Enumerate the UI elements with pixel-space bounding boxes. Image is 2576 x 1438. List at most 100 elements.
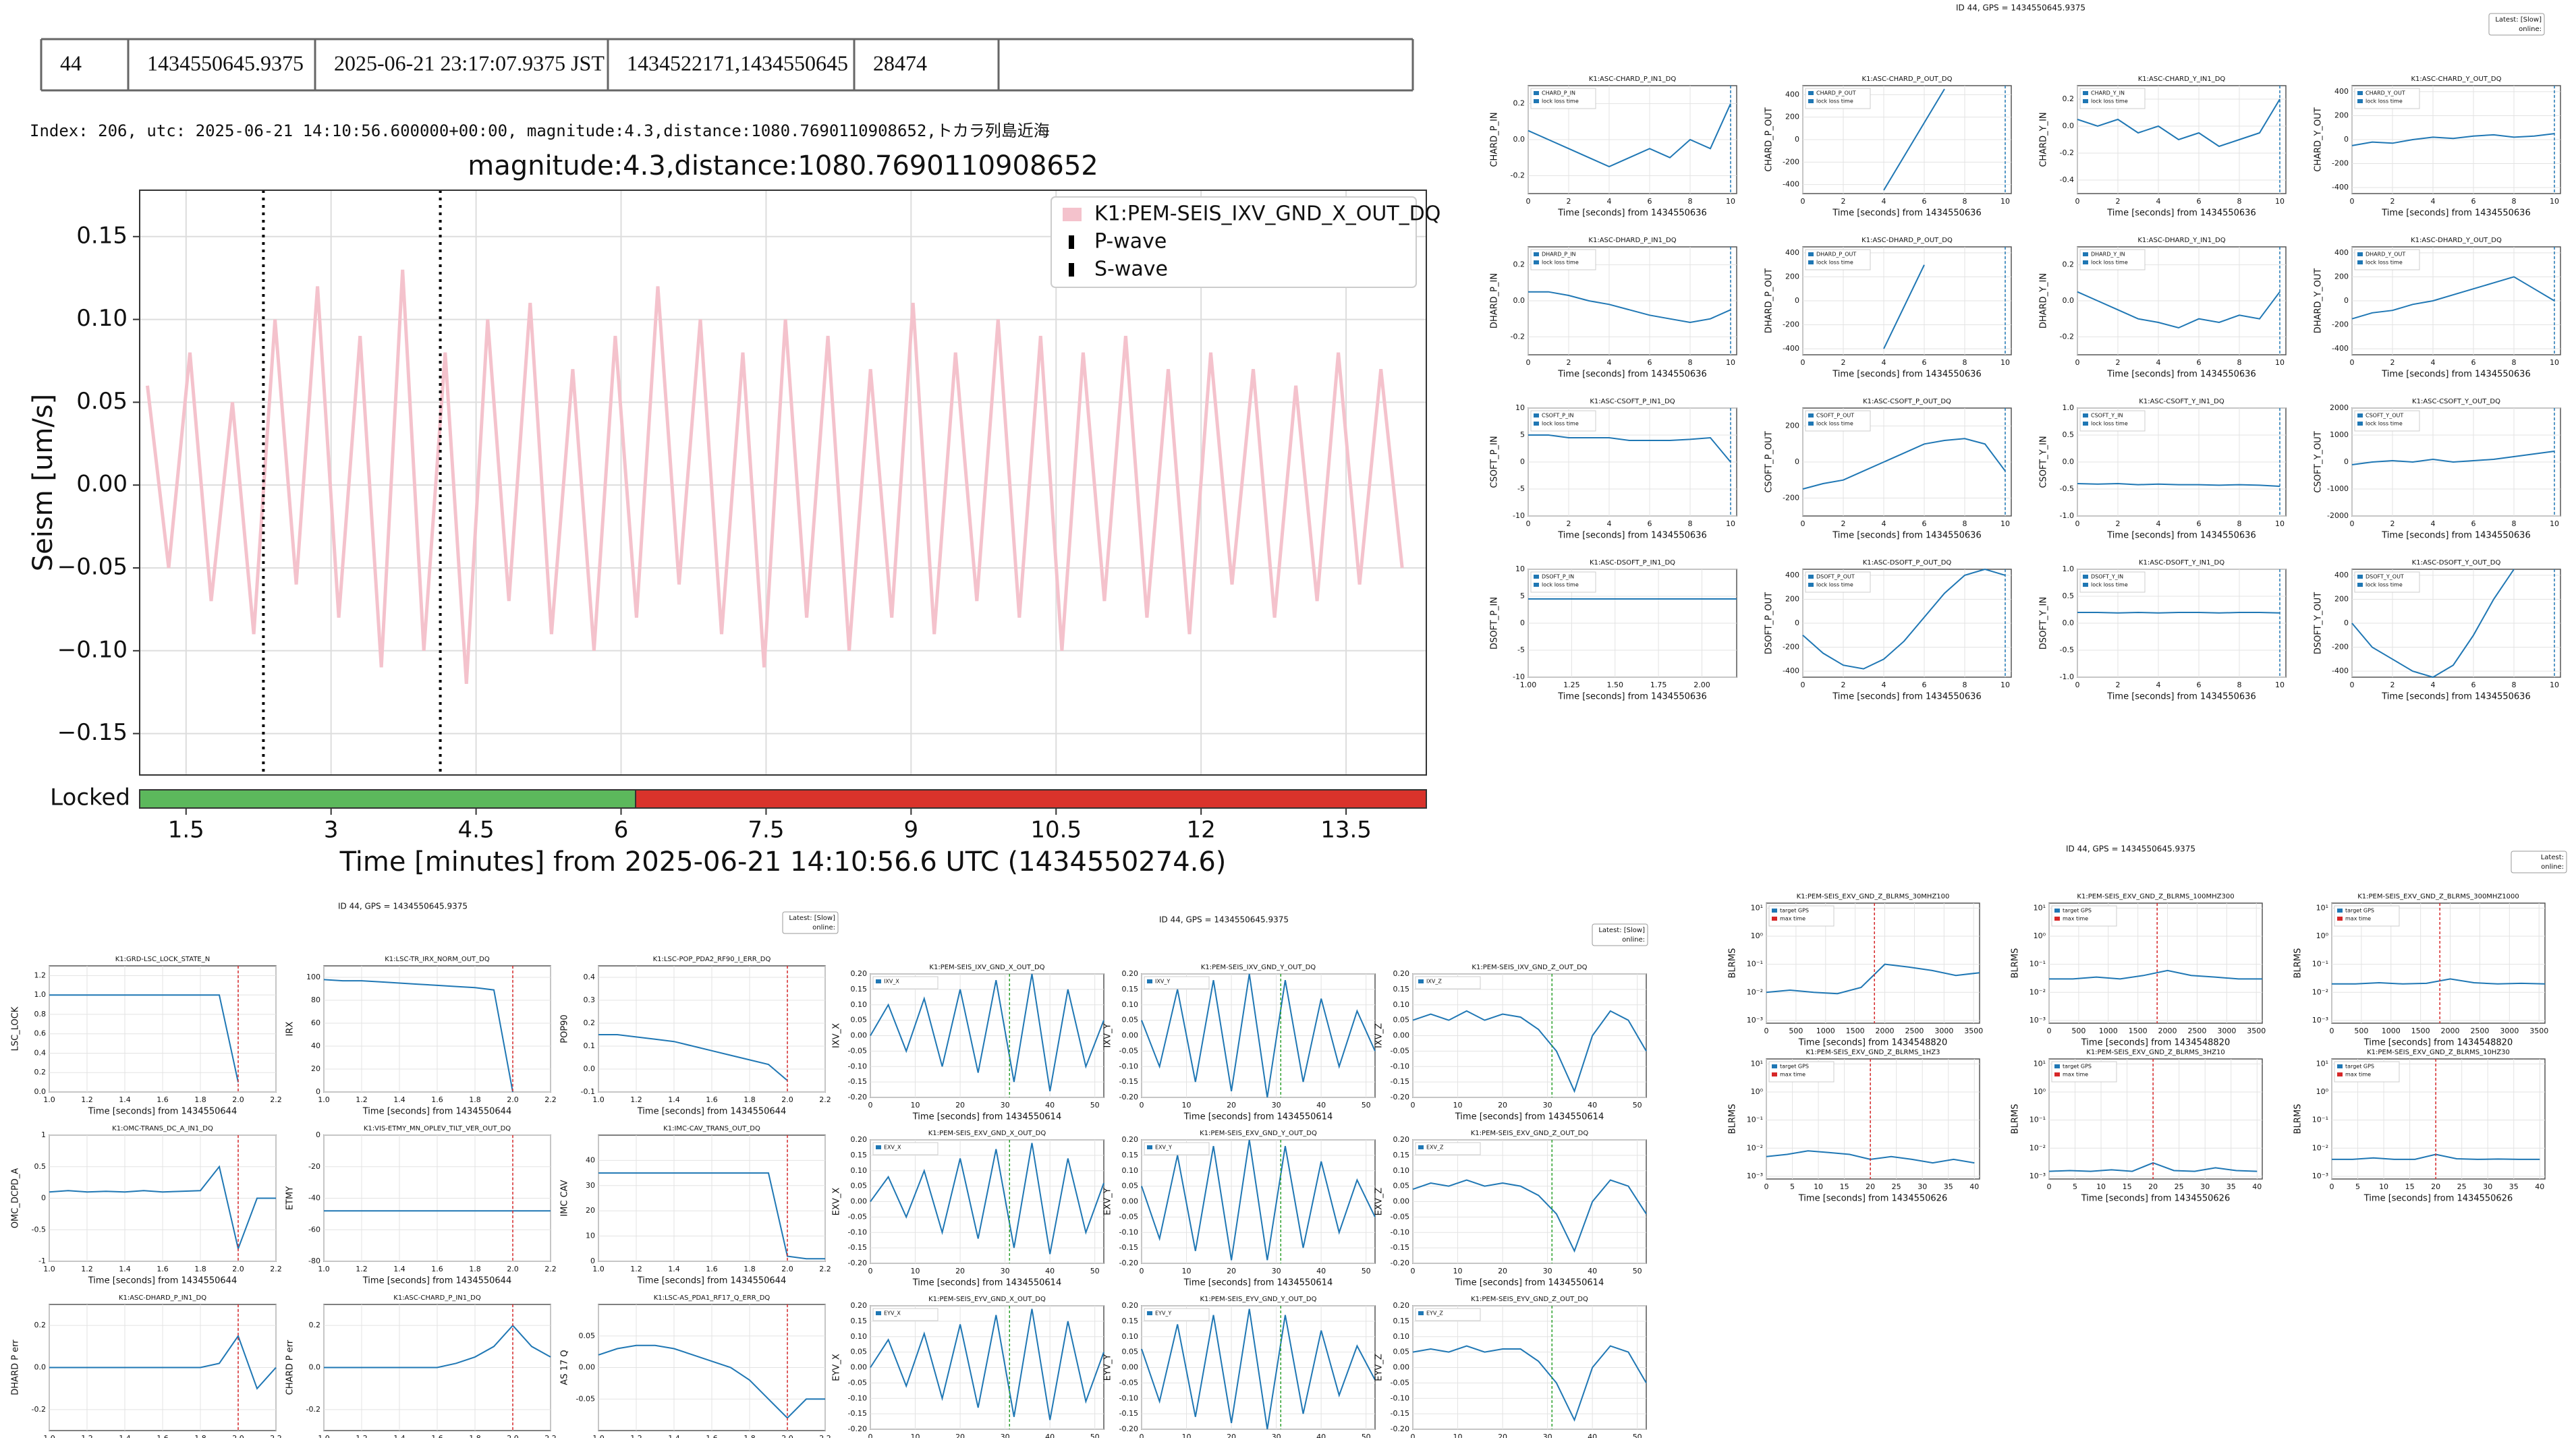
panel-x-tick: 0 [1764, 1182, 1769, 1191]
panel-x-tick: 2.2 [270, 1095, 282, 1104]
panel-y-tick: 10⁻² [2029, 987, 2046, 996]
panel-legend [872, 976, 939, 989]
table-cell: 2025-06-21 23:17:07.9375 JST [334, 51, 605, 75]
panel-y-tick: -0.05 [1119, 1378, 1138, 1387]
legend-swatch [1147, 1145, 1152, 1149]
panel-y-tick: 10⁻¹ [2312, 1116, 2328, 1124]
panel-x-tick: 2 [1841, 519, 1846, 528]
panel-x-tick: 10 [2000, 519, 2010, 528]
panel-x-label: Time [seconds] from 1434550614 [1183, 1278, 1333, 1288]
panel-x-tick: 6 [1922, 197, 1927, 206]
panel-x-label: Time [seconds] from 1434550636 [1832, 208, 1981, 219]
panel-x-tick: 15 [2123, 1182, 2132, 1191]
panel-y-tick: 10¹ [2316, 1059, 2328, 1068]
panel-y-tick: 10¹ [1751, 1059, 1763, 1068]
panel-x-tick: 10 [911, 1267, 920, 1275]
panel-title: K1:LSC-AS_PDA1_RF17_Q_ERR_DQ [654, 1294, 771, 1302]
panel-x-tick: 1.0 [592, 1265, 605, 1273]
panel-x-tick: 15 [1840, 1182, 1849, 1191]
panel-y-tick: 0 [316, 1130, 320, 1139]
panel-y-tick: 0.05 [851, 1348, 868, 1356]
panel-x-tick: 10 [2275, 681, 2285, 689]
panel-y-label: DHARD P err [11, 1340, 21, 1396]
panel-y-tick: 1.0 [2063, 403, 2075, 412]
panel-y-tick: -0.2 [2060, 332, 2074, 341]
legend-swatch [2357, 422, 2363, 426]
panel-y-tick: 0.2 [2063, 94, 2075, 103]
dashboard-header: ID 44, GPS = 1434550645.9375 [2066, 844, 2195, 854]
panel-x-tick: 5 [1790, 1182, 1795, 1191]
panel-y-tick: 200 [1785, 422, 1799, 430]
panel-y-tick: 0.6 [34, 1029, 47, 1038]
panel-trace [2077, 291, 2280, 329]
panel-y-label: IRX [285, 1022, 296, 1037]
panel-x-tick: 30 [1001, 1267, 1010, 1275]
panel-y-tick: 0.00 [851, 1031, 868, 1040]
legend-label: DHARD_Y_OUT [2365, 252, 2405, 258]
panel-trace [1141, 973, 1376, 1098]
legend-swatch [1069, 235, 1074, 249]
status-box [782, 911, 839, 934]
panel-y-tick: 0.10 [1122, 1332, 1139, 1341]
panel-trace [1141, 1139, 1376, 1261]
legend-label: IXV_X [884, 979, 899, 985]
panel-y-tick: 10⁻¹ [2029, 1116, 2046, 1124]
panel-y-tick: -0.05 [1119, 1046, 1138, 1055]
panel-y-tick: -0.2 [1511, 171, 1525, 179]
panel-x-tick: 40 [1045, 1101, 1055, 1110]
panel-x-tick: 1.8 [744, 1265, 756, 1273]
panel-x-tick: 1.0 [43, 1434, 55, 1438]
panel-y-tick: 0 [2344, 457, 2349, 466]
panel-x-label: Time [seconds] from 1434550636 [1832, 370, 1981, 380]
panel-y-label: OMC_DCPD_A [11, 1168, 21, 1228]
panel-legend [2079, 410, 2146, 432]
panel-y-tick: 200 [1785, 113, 1799, 121]
legend-swatch [2357, 252, 2363, 256]
panel-y-tick: 0.20 [1393, 1135, 1410, 1144]
panel-y-tick: 0.10 [1122, 1000, 1139, 1009]
panel-y-tick: 0 [1795, 296, 1799, 305]
panel-title: K1:PEM-SEIS_EYV_GND_Z_OUT_DQ [1471, 1296, 1588, 1303]
panel-x-tick: 3500 [2247, 1027, 2266, 1035]
panel-x-tick: 50 [1633, 1101, 1642, 1110]
legend-swatch [1808, 575, 1814, 579]
panel-x-tick: 1.2 [81, 1434, 93, 1438]
panel-x-label: Time [seconds] from 1434550644 [637, 1107, 786, 1117]
panel-y-tick: 10⁻¹ [1747, 960, 1763, 969]
panel-x-tick: 6 [2197, 197, 2202, 206]
panel-y-tick: 0.0 [2063, 296, 2075, 305]
panel-x-tick: 10 [2000, 197, 2010, 206]
legend-label: DSOFT_P_IN [1542, 574, 1574, 580]
panel-x-tick: 2 [2116, 519, 2121, 528]
panel-x-tick: 1.4 [668, 1265, 680, 1273]
panel-x-tick: 20 [2148, 1182, 2158, 1191]
panel-x-tick: 1500 [2129, 1027, 2148, 1035]
panel-x-tick: 50 [1090, 1101, 1100, 1110]
panel-x-tick: 10 [911, 1433, 920, 1438]
panel-y-label: CHARD_P_IN [1490, 112, 1500, 167]
panel-x-label: Time [seconds] from 1434550636 [2381, 208, 2530, 219]
panel-y-tick: -1.0 [2060, 672, 2074, 681]
panel-y-label: EXV_Y [1103, 1188, 1113, 1215]
status-text: Latest: [Slow] [2495, 16, 2542, 24]
panel-x-tick: 50 [1090, 1267, 1100, 1275]
panel-x-tick: 4 [1607, 519, 1612, 528]
legend-label: K1:PEM-SEIS_IXV_GND_X_OUT_DQ [1094, 202, 1440, 226]
table-cell: 28474 [873, 51, 927, 75]
panel-y-tick: 0.15 [1393, 1151, 1410, 1159]
panel-y-tick: 0.15 [1122, 985, 1139, 994]
panel-x-tick: 8 [2512, 519, 2517, 528]
panel-x-tick: 30 [1272, 1101, 1281, 1110]
panel-x-tick: 40 [1045, 1267, 1055, 1275]
panel-y-tick: -0.05 [1119, 1212, 1138, 1221]
panel-x-tick: 20 [1227, 1433, 1236, 1438]
event-info: Index: 206, utc: 2025-06-21 14:10:56.600… [30, 121, 1050, 140]
panel-y-tick: 10 [1515, 565, 1525, 573]
panel-y-tick: -0.05 [1391, 1378, 1409, 1387]
panel-legend [2334, 1061, 2400, 1083]
panel-y-tick: 0.05 [1122, 1016, 1139, 1025]
panel-trace [49, 994, 239, 1083]
legend-swatch [2337, 1064, 2343, 1068]
panel-title: K1:PEM-SEIS_IXV_GND_Z_OUT_DQ [1472, 964, 1587, 971]
table-cell: 44 [60, 51, 82, 75]
